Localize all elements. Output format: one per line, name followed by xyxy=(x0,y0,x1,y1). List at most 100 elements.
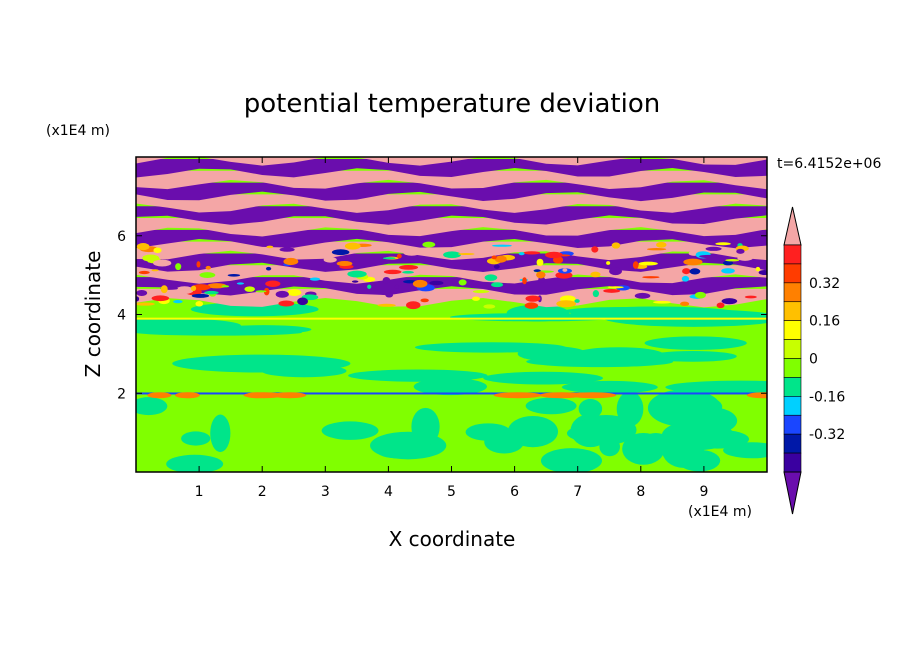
field-blob xyxy=(567,424,628,443)
field-speck xyxy=(443,251,461,258)
field-speck xyxy=(612,242,621,248)
field-speck xyxy=(642,276,659,278)
field-line xyxy=(136,318,767,320)
field-speck xyxy=(204,291,218,294)
field-speck xyxy=(653,301,671,304)
x-tick-label: 3 xyxy=(321,484,330,500)
field-blob xyxy=(617,391,644,426)
x-tick-label: 1 xyxy=(195,484,204,500)
field-speck xyxy=(406,301,420,309)
field-speck xyxy=(224,298,243,300)
x-tick-label: 4 xyxy=(384,484,393,500)
colorbar-tick-label: 0.16 xyxy=(809,314,840,330)
field-speck xyxy=(590,272,600,278)
colorbar-tick-label: -0.32 xyxy=(809,427,845,443)
field-speck xyxy=(756,267,761,272)
field-speck xyxy=(152,295,169,301)
field-speck xyxy=(137,243,150,250)
field-speck xyxy=(608,286,624,288)
field-warm-spot xyxy=(147,392,171,398)
field-blob xyxy=(579,399,603,419)
colorbar-swatch xyxy=(784,377,801,396)
colorbar-tick-label: 0 xyxy=(809,352,818,368)
field-blob xyxy=(373,434,415,458)
field-speck xyxy=(429,281,443,285)
colorbar-swatch xyxy=(784,434,801,453)
field-speck xyxy=(228,274,240,277)
x-tick-label: 7 xyxy=(573,484,582,500)
field-speck xyxy=(287,289,301,296)
field-blob xyxy=(648,389,721,426)
field-speck xyxy=(593,290,599,297)
field-blob xyxy=(662,431,704,468)
field-blob xyxy=(166,455,223,473)
field-speck xyxy=(472,297,480,301)
y-axis-label: Z coordinate xyxy=(81,251,105,378)
field-speck xyxy=(459,279,467,285)
field-speck xyxy=(717,303,725,309)
field-blob xyxy=(484,431,524,454)
field-speck xyxy=(324,257,337,263)
field-speck xyxy=(278,301,294,307)
field-speck xyxy=(519,252,525,255)
field-blob xyxy=(411,408,439,446)
field-speck xyxy=(562,268,567,271)
chart-title: potential temperature deviation xyxy=(244,89,660,119)
colorbar-tick-label: 0.32 xyxy=(809,276,840,292)
field-speck xyxy=(606,261,610,265)
field-speck xyxy=(522,277,527,284)
field-speck xyxy=(545,252,563,258)
field-speck xyxy=(222,285,230,287)
field-speck xyxy=(682,268,690,274)
field-speck xyxy=(683,259,702,266)
field-speck xyxy=(310,278,320,281)
field-streak xyxy=(562,381,658,394)
field-speck xyxy=(721,268,735,273)
colorbar-tick-label: -0.16 xyxy=(809,389,845,405)
field-speck xyxy=(635,293,651,299)
colorbar-swatch xyxy=(784,453,801,472)
field-speck xyxy=(485,274,498,281)
field-speck xyxy=(639,262,658,266)
field-streak xyxy=(216,325,311,334)
field-speck xyxy=(192,294,209,298)
x-tick-label: 5 xyxy=(447,484,456,500)
field-line xyxy=(136,392,767,394)
field-speck xyxy=(199,272,215,278)
field-speck xyxy=(369,282,374,285)
colorbar-swatch xyxy=(784,283,801,302)
field-speck xyxy=(591,246,598,252)
field-speck xyxy=(173,300,183,303)
field-speck xyxy=(537,259,544,266)
field-speck xyxy=(491,256,496,260)
field-speck xyxy=(136,290,147,296)
field-speck xyxy=(736,249,744,254)
field-speck xyxy=(402,271,414,274)
field-blob xyxy=(322,421,379,440)
field-streak xyxy=(172,355,350,373)
field-blob xyxy=(723,442,781,458)
field-speck xyxy=(682,276,689,282)
field-speck xyxy=(609,268,622,276)
colorbar-swatch xyxy=(784,359,801,378)
field-speck xyxy=(151,269,158,271)
x-tick-label: 6 xyxy=(510,484,519,500)
plot-area xyxy=(97,147,817,473)
field-speck xyxy=(153,247,161,253)
y-tick-label: 6 xyxy=(117,229,126,245)
field-blob xyxy=(541,448,602,473)
field-speck xyxy=(647,248,666,250)
field-speck xyxy=(722,298,738,304)
field-speck xyxy=(737,255,752,261)
field-speck xyxy=(495,256,507,263)
field-speck xyxy=(176,286,194,294)
field-speck xyxy=(715,242,731,245)
field-blob xyxy=(210,415,230,453)
field-speck xyxy=(384,270,402,274)
field-streak xyxy=(518,346,587,361)
colorbar-swatch xyxy=(784,321,801,340)
field-speck xyxy=(383,257,396,259)
field-speck xyxy=(491,282,503,287)
field-speck xyxy=(680,302,689,306)
